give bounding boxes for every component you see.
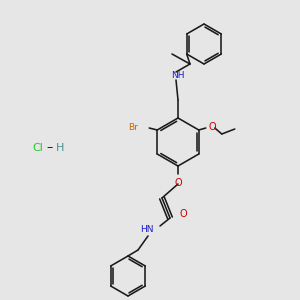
Text: O: O bbox=[174, 178, 182, 188]
Text: O: O bbox=[180, 209, 188, 219]
Text: HN: HN bbox=[140, 226, 154, 235]
Text: –: – bbox=[47, 142, 53, 154]
Text: Br: Br bbox=[128, 122, 138, 131]
Text: Cl: Cl bbox=[33, 143, 44, 153]
Text: H: H bbox=[56, 143, 64, 153]
Text: NH: NH bbox=[171, 71, 185, 80]
Text: O: O bbox=[209, 122, 216, 132]
